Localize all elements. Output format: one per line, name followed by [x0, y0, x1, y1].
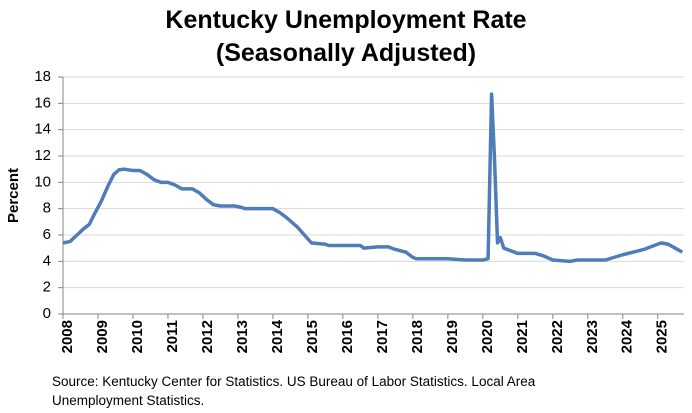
x-tick-label: 2018 [409, 320, 426, 353]
y-tick-label: 2 [43, 279, 51, 296]
x-tick-label: 2012 [199, 320, 216, 353]
x-tick-label: 2024 [619, 319, 636, 353]
y-tick-label: 14 [34, 121, 51, 138]
x-tick-label: 2021 [514, 320, 531, 353]
y-tick-label: 0 [43, 305, 51, 322]
y-tick-label: 6 [43, 226, 51, 243]
x-tick-label: 2016 [339, 320, 356, 353]
y-tick-label: 4 [43, 252, 51, 269]
x-tick-label: 2015 [304, 320, 321, 353]
x-tick-label: 2009 [94, 320, 111, 353]
x-tick-label: 2011 [164, 320, 181, 353]
x-tick-label: 2023 [584, 320, 601, 353]
series-line [62, 92, 684, 264]
source-note: Source: Kentucky Center for Statistics. … [52, 374, 536, 408]
x-tick-label: 2025 [654, 320, 671, 353]
x-tick-label: 2020 [479, 320, 496, 353]
y-tick-label: 18 [34, 68, 51, 85]
x-tick-label: 2013 [234, 320, 251, 353]
y-tick-label: 10 [34, 173, 51, 190]
x-tick-label: 2017 [374, 320, 391, 353]
x-tick-label: 2019 [444, 320, 461, 353]
x-tick-label: 2008 [59, 320, 76, 353]
y-axis-label: Percent [5, 168, 22, 223]
y-tick-label: 16 [34, 94, 51, 111]
y-tick-label: 12 [34, 147, 51, 164]
x-tick-label: 2022 [549, 320, 566, 353]
chart-title: Kentucky Unemployment Rate (Seasonally A… [165, 6, 527, 67]
x-tick-label: 2010 [129, 320, 146, 353]
y-tick-label: 8 [43, 200, 51, 217]
x-tick-label: 2014 [269, 319, 286, 353]
